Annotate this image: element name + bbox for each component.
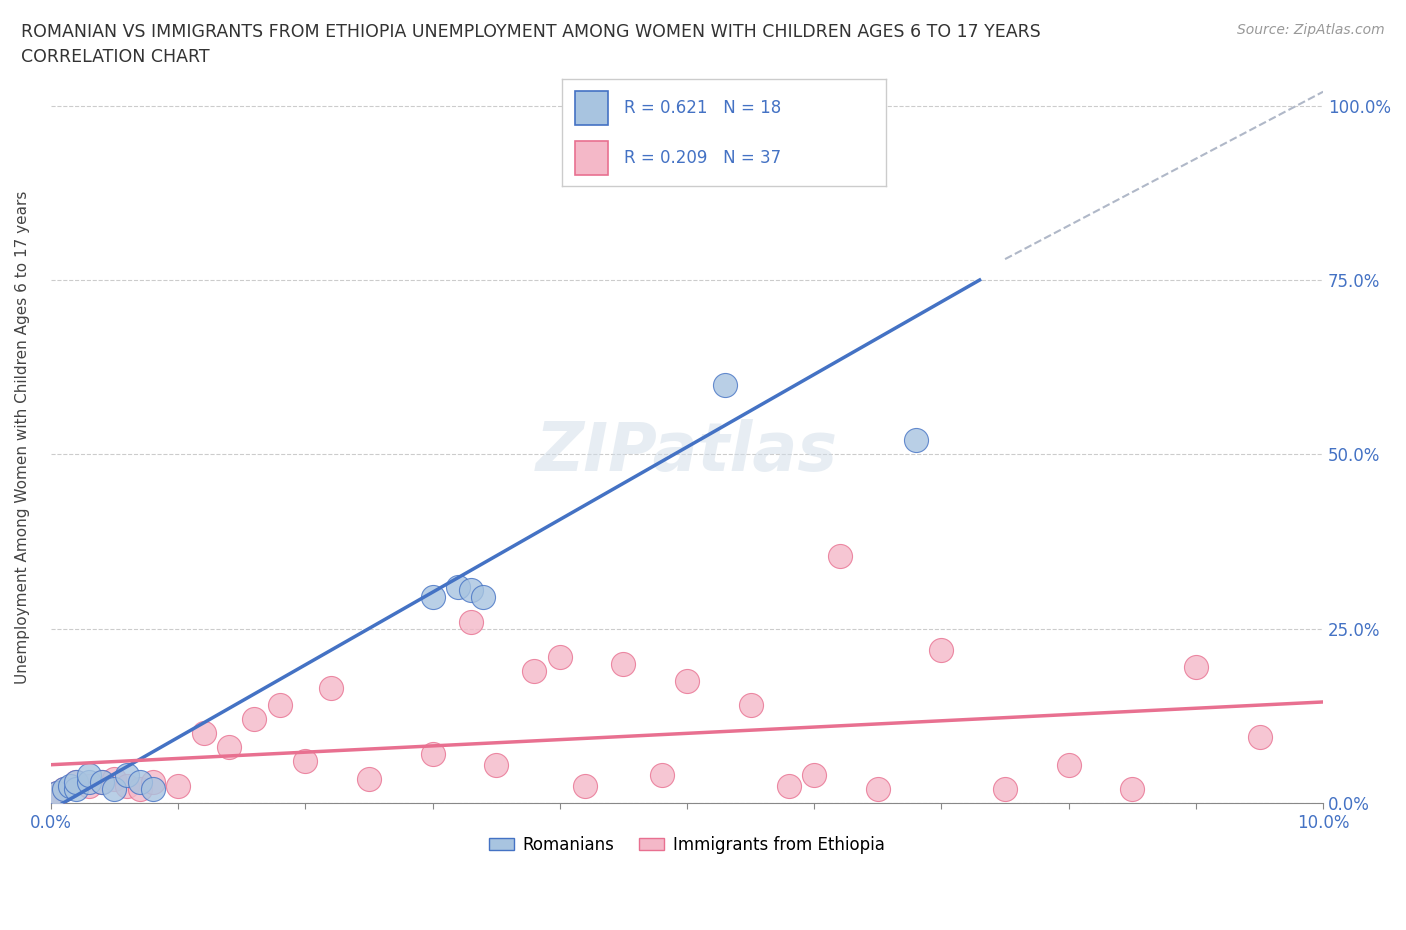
Point <box>447 579 470 594</box>
Text: R = 0.209   N = 37: R = 0.209 N = 37 <box>624 149 780 167</box>
Point <box>904 433 927 448</box>
Point <box>65 775 87 790</box>
Point <box>319 681 342 696</box>
Point <box>269 698 291 713</box>
FancyBboxPatch shape <box>575 141 607 175</box>
Point <box>803 768 825 783</box>
Point <box>1185 659 1208 674</box>
Point <box>574 778 596 793</box>
Point <box>142 782 165 797</box>
Point <box>460 583 482 598</box>
Point <box>472 590 495 604</box>
Point <box>740 698 762 713</box>
Point <box>778 778 800 793</box>
Legend: Romanians, Immigrants from Ethiopia: Romanians, Immigrants from Ethiopia <box>482 830 891 860</box>
Point <box>65 775 87 790</box>
Point <box>65 782 87 797</box>
Point <box>52 782 75 797</box>
Point <box>90 775 112 790</box>
Point <box>866 782 889 797</box>
Point <box>994 782 1017 797</box>
Text: ZIPatlas: ZIPatlas <box>536 418 838 485</box>
Point <box>243 712 266 727</box>
Point <box>46 785 69 800</box>
Point <box>523 663 546 678</box>
Point <box>77 768 100 783</box>
Point <box>357 771 380 786</box>
Point <box>77 778 100 793</box>
Point <box>52 782 75 797</box>
Point <box>294 754 316 769</box>
Point <box>167 778 190 793</box>
Point <box>460 615 482 630</box>
Point <box>193 726 215 741</box>
Point <box>77 775 100 790</box>
Text: Source: ZipAtlas.com: Source: ZipAtlas.com <box>1237 23 1385 37</box>
Point <box>1249 729 1271 744</box>
FancyBboxPatch shape <box>575 91 607 125</box>
Point <box>485 757 508 772</box>
Point <box>1057 757 1080 772</box>
Point <box>142 775 165 790</box>
Point <box>90 775 112 790</box>
Point <box>1121 782 1143 797</box>
Point <box>103 782 125 797</box>
Point <box>128 775 150 790</box>
Point <box>46 785 69 800</box>
Point <box>651 768 673 783</box>
Point <box>828 548 851 563</box>
Point <box>548 649 571 664</box>
Point <box>931 643 953 658</box>
Point <box>218 740 240 755</box>
Point <box>714 378 737 392</box>
Point <box>103 771 125 786</box>
Point <box>115 778 138 793</box>
Point <box>676 673 699 688</box>
Point <box>59 778 82 793</box>
Text: CORRELATION CHART: CORRELATION CHART <box>21 48 209 66</box>
Point <box>422 747 444 762</box>
Point <box>128 782 150 797</box>
Y-axis label: Unemployment Among Women with Children Ages 6 to 17 years: Unemployment Among Women with Children A… <box>15 191 30 684</box>
Point <box>115 768 138 783</box>
Text: ROMANIAN VS IMMIGRANTS FROM ETHIOPIA UNEMPLOYMENT AMONG WOMEN WITH CHILDREN AGES: ROMANIAN VS IMMIGRANTS FROM ETHIOPIA UNE… <box>21 23 1040 41</box>
Text: R = 0.621   N = 18: R = 0.621 N = 18 <box>624 99 782 117</box>
Point <box>422 590 444 604</box>
Point <box>612 657 634 671</box>
